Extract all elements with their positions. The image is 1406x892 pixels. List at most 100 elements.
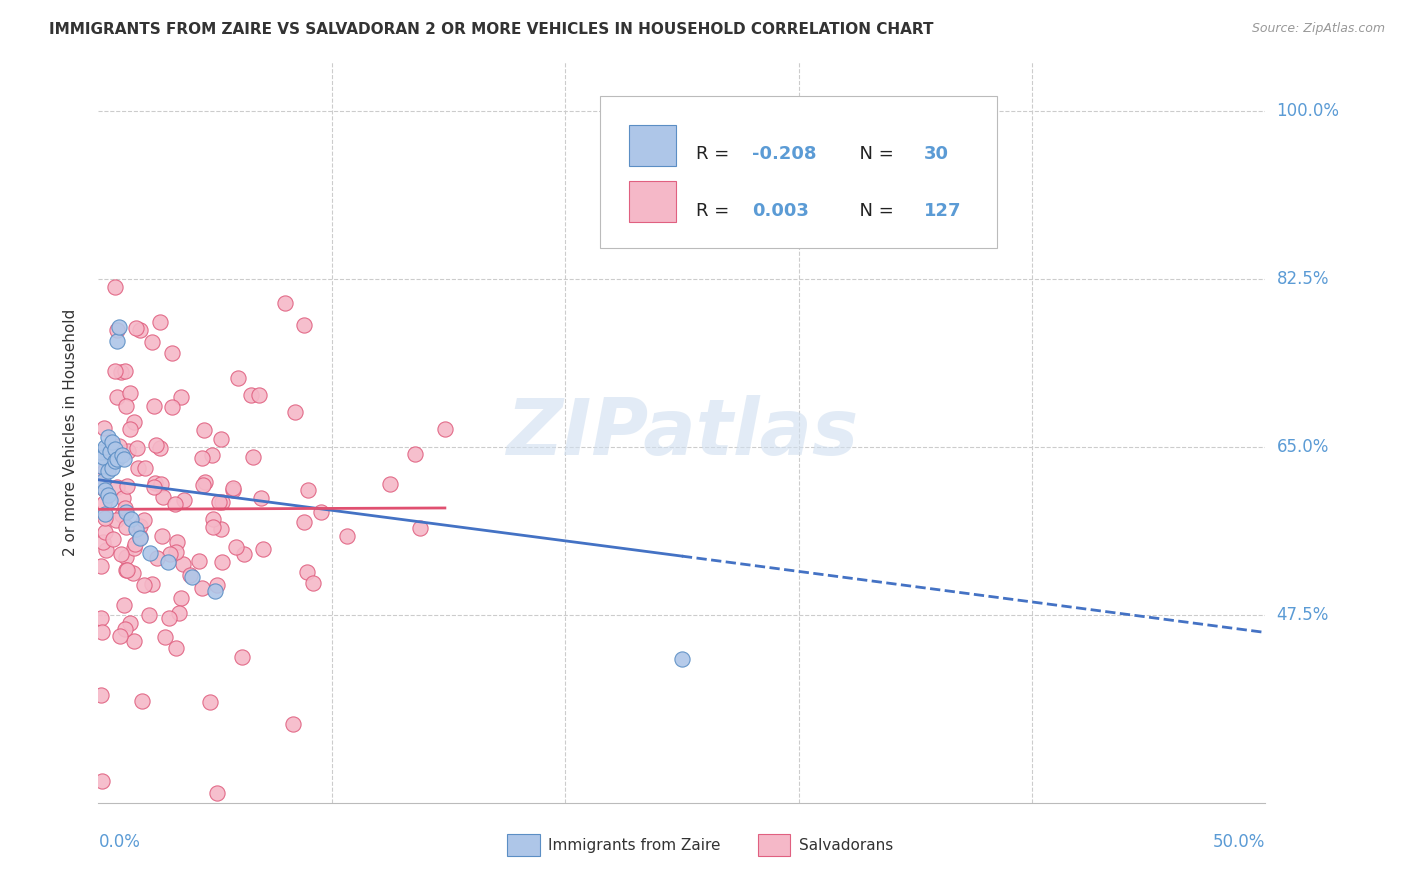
Point [98, 492, 121, 507]
Point [129, 530, 152, 544]
Point [190, 581, 212, 595]
Point [115, 563, 138, 577]
Point [284, 404, 307, 418]
Point [160, 400, 183, 414]
Point [222, 481, 245, 495]
Point [242, 450, 264, 465]
Text: 127: 127 [924, 202, 960, 219]
Point [205, 578, 228, 592]
Text: R =: R = [696, 202, 741, 219]
Point [433, 422, 456, 436]
Point [110, 547, 132, 561]
Point [90, 475, 112, 490]
Point [112, 599, 135, 613]
Point [108, 439, 131, 453]
Point [225, 540, 247, 554]
Point [274, 296, 297, 310]
Point [157, 556, 180, 570]
Point [120, 616, 142, 631]
Point [202, 511, 225, 525]
Point [145, 550, 167, 565]
Point [201, 520, 224, 534]
Point [90, 445, 112, 459]
Point [104, 280, 127, 294]
Text: R =: R = [696, 145, 735, 162]
Point [283, 717, 305, 731]
Point [122, 415, 145, 429]
Point [114, 622, 136, 636]
Point [335, 529, 357, 543]
Point [128, 519, 150, 533]
Point [115, 549, 138, 564]
Point [152, 490, 174, 504]
Point [671, 651, 693, 665]
Point [94, 483, 117, 498]
Point [120, 512, 142, 526]
Point [409, 521, 432, 535]
Point [103, 532, 125, 546]
Point [115, 479, 138, 493]
Point [208, 495, 231, 509]
Point [114, 400, 136, 414]
Point [134, 461, 156, 475]
Point [93, 524, 115, 539]
Point [141, 334, 163, 349]
Point [211, 555, 233, 569]
Point [105, 481, 128, 495]
Point [301, 576, 323, 591]
Point [120, 386, 142, 401]
Point [149, 477, 172, 491]
Point [159, 547, 181, 561]
Point [131, 693, 153, 707]
Point [105, 334, 128, 349]
Point [115, 505, 138, 519]
Point [179, 567, 201, 582]
Point [129, 532, 152, 546]
Point [134, 513, 156, 527]
Text: ZIPatlas: ZIPatlas [506, 394, 858, 471]
Point [226, 370, 249, 384]
FancyBboxPatch shape [508, 834, 540, 856]
Point [141, 576, 163, 591]
Point [207, 786, 229, 800]
Point [204, 584, 226, 599]
Point [150, 529, 173, 543]
Text: 0.0%: 0.0% [98, 833, 141, 851]
Text: 50.0%: 50.0% [1213, 833, 1265, 851]
Point [297, 483, 319, 497]
Point [247, 388, 270, 402]
Point [104, 442, 127, 456]
Y-axis label: 2 or more Vehicles in Household: 2 or more Vehicles in Household [63, 309, 77, 557]
Point [90, 480, 112, 494]
Point [155, 630, 177, 644]
Text: Salvadorans: Salvadorans [799, 838, 893, 853]
Point [193, 475, 215, 489]
Point [231, 649, 253, 664]
Text: Immigrants from Zaire: Immigrants from Zaire [548, 838, 720, 853]
Point [378, 477, 401, 491]
Text: N =: N = [848, 202, 898, 219]
FancyBboxPatch shape [758, 834, 790, 856]
Point [252, 542, 274, 557]
Text: 47.5%: 47.5% [1277, 607, 1329, 624]
Point [201, 449, 224, 463]
Point [142, 399, 165, 413]
Point [239, 388, 262, 402]
Point [104, 513, 127, 527]
Point [249, 491, 271, 505]
Point [222, 483, 245, 497]
Point [101, 461, 124, 475]
Point [165, 640, 187, 655]
Point [112, 451, 135, 466]
Point [96, 542, 118, 557]
Text: 30: 30 [924, 145, 949, 162]
Point [114, 500, 136, 515]
Point [209, 433, 232, 447]
Text: 100.0%: 100.0% [1277, 102, 1340, 120]
Point [111, 508, 134, 522]
Point [200, 695, 222, 709]
Point [139, 546, 162, 560]
FancyBboxPatch shape [600, 95, 997, 247]
Point [111, 448, 134, 462]
Point [91, 474, 114, 488]
